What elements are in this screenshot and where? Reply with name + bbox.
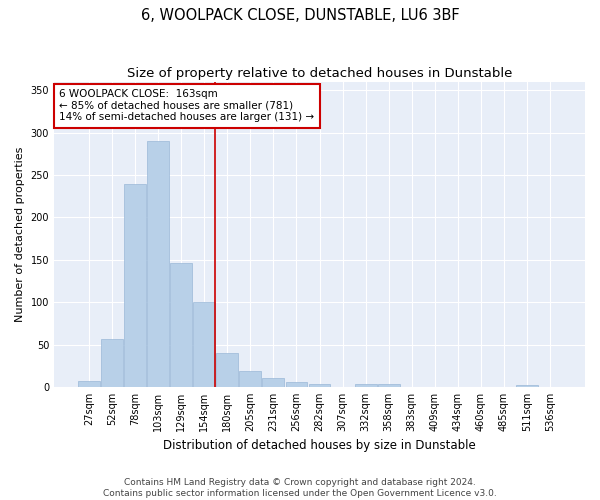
Bar <box>516 385 538 387</box>
Bar <box>286 382 307 387</box>
Text: Contains HM Land Registry data © Crown copyright and database right 2024.
Contai: Contains HM Land Registry data © Crown c… <box>103 478 497 498</box>
Bar <box>170 263 192 387</box>
Y-axis label: Number of detached properties: Number of detached properties <box>15 146 25 322</box>
Text: 6 WOOLPACK CLOSE:  163sqm
← 85% of detached houses are smaller (781)
14% of semi: 6 WOOLPACK CLOSE: 163sqm ← 85% of detach… <box>59 90 314 122</box>
Bar <box>193 302 215 387</box>
Bar <box>78 381 100 387</box>
Text: 6, WOOLPACK CLOSE, DUNSTABLE, LU6 3BF: 6, WOOLPACK CLOSE, DUNSTABLE, LU6 3BF <box>140 8 460 22</box>
Bar <box>124 184 146 387</box>
Bar <box>262 378 284 387</box>
Bar <box>147 141 169 387</box>
Bar <box>308 384 331 387</box>
Bar <box>377 384 400 387</box>
Bar <box>239 371 262 387</box>
Bar <box>355 384 377 387</box>
Bar <box>101 338 123 387</box>
X-axis label: Distribution of detached houses by size in Dunstable: Distribution of detached houses by size … <box>163 440 476 452</box>
Title: Size of property relative to detached houses in Dunstable: Size of property relative to detached ho… <box>127 68 512 80</box>
Bar <box>217 353 238 387</box>
